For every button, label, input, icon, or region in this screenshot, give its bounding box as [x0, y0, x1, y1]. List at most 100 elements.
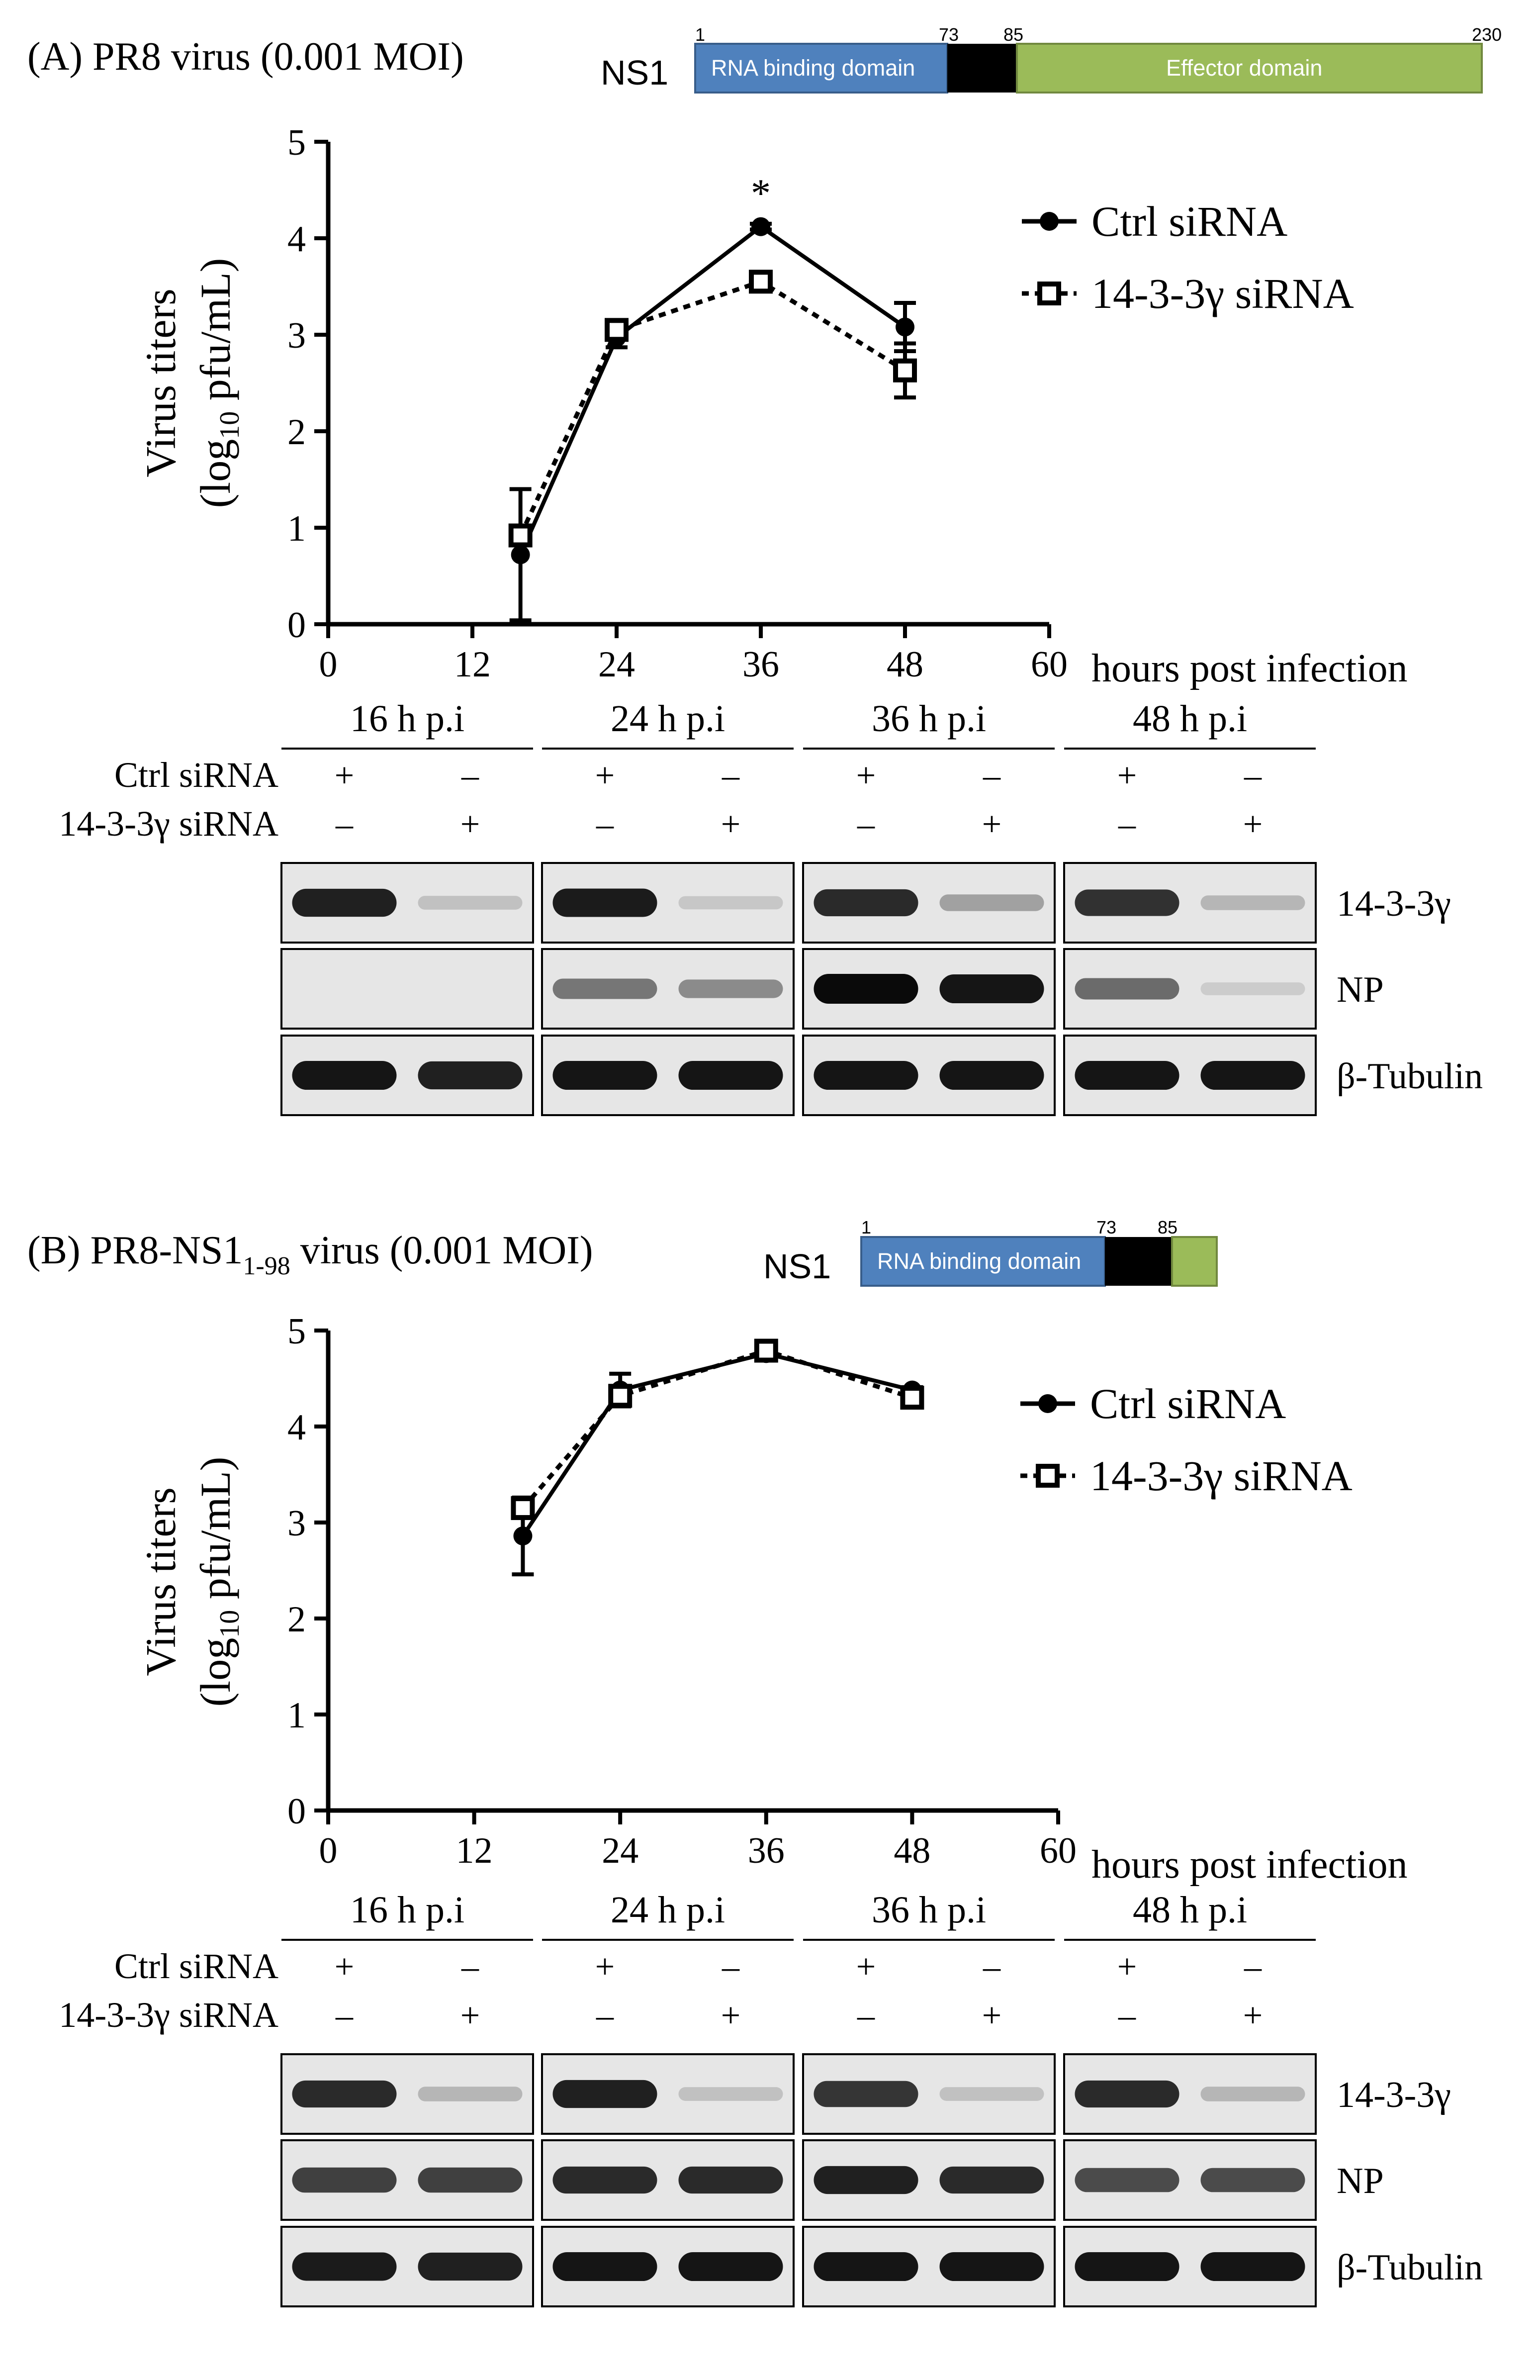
- protein-band: [292, 2167, 397, 2193]
- panel-b-y-axis-title: Virus titers (log10 pfu/mL): [137, 1457, 245, 1707]
- protein-band: [1200, 2168, 1305, 2192]
- ctrl-sirna-mark: –: [722, 1948, 740, 1986]
- y-tick-label: 4: [287, 219, 306, 260]
- data-point-square: [900, 1386, 924, 1410]
- ctrl-sirna-mark: +: [856, 757, 876, 795]
- protein-band: [418, 896, 523, 910]
- protein-band: [939, 894, 1044, 911]
- ns1-position-85: 85: [1158, 1217, 1178, 1238]
- ctrl-sirna-mark: –: [722, 757, 740, 795]
- legend-label: Ctrl siRNA: [1091, 197, 1287, 245]
- y-tick-label: 5: [287, 1311, 306, 1352]
- panel-b-x-axis-title: hours post infection: [1091, 1843, 1407, 1887]
- data-point-square: [893, 358, 917, 382]
- knockdown-sirna-mark: +: [721, 805, 740, 844]
- legend-marker-square: [1037, 282, 1061, 305]
- x-tick-label: 48: [887, 644, 923, 685]
- linker-region: [947, 44, 1017, 93]
- ctrl-sirna-mark: –: [983, 1948, 1001, 1986]
- data-point-circle: [511, 545, 530, 565]
- ctrl-sirna-mark: –: [983, 757, 1001, 795]
- protein-band: [418, 2087, 523, 2101]
- x-tick-label: 48: [894, 1830, 930, 1871]
- protein-band: [814, 1060, 918, 1090]
- blot-frame: [280, 948, 534, 1030]
- knockdown-sirna-mark: +: [982, 1997, 1001, 2035]
- y-tick-label: 3: [287, 315, 306, 356]
- protein-band: [1200, 1060, 1305, 1090]
- data-point-square: [605, 318, 629, 342]
- panel-b-title: (B) PR8-NS11-98 virus (0.001 MOI): [27, 1229, 593, 1280]
- data-point-square: [749, 270, 773, 294]
- protein-band: [1200, 2252, 1305, 2282]
- knockdown-sirna-mark: +: [460, 1997, 480, 2035]
- ctrl-sirna-mark: +: [1117, 1948, 1137, 1986]
- y-tick-label: 2: [287, 1599, 306, 1640]
- data-point-circle: [751, 217, 770, 236]
- y-tick-label: 5: [287, 122, 306, 163]
- ns1-position-85: 85: [1003, 24, 1023, 45]
- protein-band: [814, 2081, 918, 2107]
- effector-domain-fragment: [1171, 1236, 1218, 1287]
- protein-band: [418, 2167, 523, 2193]
- ns1-position-73: 73: [1096, 1217, 1116, 1238]
- knockdown-sirna-mark: +: [1243, 805, 1263, 844]
- protein-band: [1075, 2168, 1179, 2192]
- protein-band: [552, 888, 657, 917]
- knockdown-sirna-mark: –: [857, 1997, 875, 2035]
- protein-band: [678, 1060, 783, 1090]
- ctrl-sirna-mark: +: [335, 757, 354, 795]
- knockdown-sirna-mark: –: [335, 1997, 354, 2035]
- row-label-knockdown-sirna: 14-3-3γ siRNA: [59, 1995, 278, 2035]
- ns1-label: NS1: [601, 53, 668, 92]
- protein-band: [678, 896, 783, 910]
- knockdown-sirna-mark: –: [1118, 805, 1136, 844]
- protein-band: [939, 2166, 1044, 2194]
- ctrl-sirna-mark: +: [335, 1948, 354, 1986]
- protein-band: [814, 974, 918, 1004]
- y-tick-label: 1: [287, 508, 306, 549]
- x-tick-label: 24: [602, 1830, 638, 1871]
- knockdown-sirna-mark: +: [1243, 1997, 1263, 2035]
- panel-a-significance-star: *: [751, 172, 771, 215]
- panel-a-ns1-diagram: NS1 RNA binding domain Effector domain 1…: [601, 24, 1502, 94]
- ctrl-sirna-mark: +: [595, 1948, 615, 1986]
- panel-b-western-blot: 16 h p.i 24 h p.i 36 h p.i 48 h p.i Ctrl siR…: [59, 1889, 1483, 2307]
- ctrl-sirna-mark: –: [461, 757, 479, 795]
- protein-band: [1075, 1060, 1179, 1090]
- legend-label: Ctrl siRNA: [1090, 1380, 1286, 1428]
- protein-band: [552, 2080, 657, 2108]
- protein-band: [939, 974, 1044, 1004]
- legend-label: 14-3-3γ siRNA: [1091, 270, 1354, 317]
- legend-marker-circle: [1038, 1394, 1057, 1413]
- blot-row-label: β-Tubulin: [1337, 1056, 1483, 1097]
- protein-band: [1075, 2080, 1179, 2108]
- protein-band: [678, 2252, 783, 2282]
- protein-band: [678, 2166, 783, 2194]
- series-line-knockdown: [521, 1348, 913, 1510]
- protein-band: [939, 2252, 1044, 2282]
- data-point-square: [508, 523, 533, 548]
- knockdown-sirna-mark: +: [982, 805, 1001, 844]
- x-tick-label: 12: [454, 644, 491, 685]
- protein-band: [292, 2080, 397, 2108]
- ns1-position-73: 73: [939, 24, 959, 45]
- protein-band: [552, 1060, 657, 1090]
- ns1-label: NS1: [763, 1247, 831, 1286]
- series-line-ctrl: [519, 224, 906, 556]
- protein-band: [418, 2252, 523, 2281]
- ns1-position-1: 1: [695, 24, 705, 45]
- data-point-square: [511, 1496, 535, 1521]
- rna-binding-domain: [694, 43, 948, 94]
- ctrl-sirna-mark: +: [1117, 757, 1137, 795]
- ctrl-sirna-mark: –: [461, 1948, 479, 1986]
- x-tick-label: 36: [748, 1830, 785, 1871]
- x-tick-label: 60: [1031, 644, 1068, 685]
- ns1-position-1: 1: [861, 1217, 871, 1238]
- panel-b-ns1-diagram: NS1 RNA binding domain 1 73 85: [763, 1217, 1218, 1287]
- timepoint-label: 16 h p.i: [350, 698, 464, 740]
- knockdown-sirna-mark: –: [857, 805, 875, 844]
- protein-band: [292, 2252, 397, 2281]
